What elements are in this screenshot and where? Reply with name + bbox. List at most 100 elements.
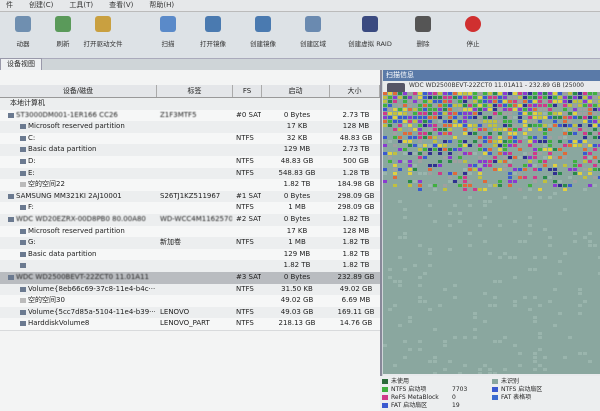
cell: 548.83 GB: [278, 168, 316, 177]
sector-cell: [583, 128, 587, 131]
sector-cell: [418, 340, 422, 343]
sector-cell: [493, 160, 497, 163]
sector-cell: [453, 180, 457, 183]
sector-cell: [473, 328, 477, 331]
button-label: 动器: [16, 40, 30, 48]
sector-cell: [458, 152, 462, 155]
sector-cell: [398, 284, 402, 287]
sector-cell: [448, 116, 452, 119]
table-row[interactable]: C: NTFS 32 KB 48.83 GB: [0, 132, 380, 146]
menu-item[interactable]: 查看(V): [109, 1, 134, 9]
toolbar-button[interactable]: 打开镜像: [190, 16, 236, 48]
sector-cell: [558, 112, 562, 115]
cell: 本地计算机: [10, 99, 45, 107]
sector-cell: [408, 168, 412, 171]
sector-cell: [588, 104, 592, 107]
sector-cell: [413, 164, 417, 167]
toolbar-button[interactable]: 打开驱动文件: [80, 16, 126, 48]
sector-cell: [573, 144, 577, 147]
sector-cell: [398, 160, 402, 163]
sector-cell: [493, 104, 497, 107]
toolbar-button[interactable]: 动器: [0, 16, 46, 48]
sector-cell: [488, 372, 492, 374]
sector-cell: [428, 204, 432, 207]
sector-cell: [393, 168, 397, 171]
sector-cell: [543, 104, 547, 107]
toolbar-button[interactable]: 创建区域: [290, 16, 336, 48]
sector-cell: [443, 288, 447, 291]
sector-cell: [428, 164, 432, 167]
sector-cell: [448, 172, 452, 175]
sector-cell: [423, 116, 427, 119]
sector-cell: [588, 172, 592, 175]
sector-cell: [503, 336, 507, 339]
menu-item[interactable]: 创建(C): [29, 1, 54, 9]
table-row[interactable]: Volume{5cc7d85a-5104-11e4-b39··· LENOVO NT…: [0, 306, 380, 320]
sector-cell: [498, 104, 502, 107]
sector-cell: [438, 112, 442, 115]
toolbar-button[interactable]: 删除: [400, 16, 446, 48]
cell: 1.82 TB: [283, 180, 311, 189]
sector-cell: [473, 316, 477, 319]
sector-cell: [488, 140, 492, 143]
button-label: 创建虚拟 RAID: [348, 40, 392, 48]
table-row[interactable]: HarddiskVolume8 LENOVO_PART NTFS 218.13 GB 1…: [0, 318, 380, 331]
sector-cell: [568, 176, 572, 179]
sector-cell: [503, 112, 507, 115]
sector-cell: [563, 112, 567, 115]
cell: 6.69 MB: [341, 296, 371, 305]
toolbar-button[interactable]: 刷新: [40, 16, 86, 48]
sector-cell: [433, 116, 437, 119]
sector-cell: [588, 156, 592, 159]
sector-cell: [588, 96, 592, 99]
sector-cell: [508, 136, 512, 139]
table-row[interactable]: E: NTFS 548.83 GB 1.28 TB: [0, 167, 380, 181]
toolbar-button[interactable]: 创建镜像: [240, 16, 286, 48]
sector-cell: [543, 180, 547, 183]
sector-cell: [543, 140, 547, 143]
toolbar-button[interactable]: 创建虚拟 RAID: [340, 16, 400, 48]
sector-cell: [533, 176, 537, 179]
sector-cell: [508, 184, 512, 187]
sector-cell: [423, 108, 427, 111]
cell: E:: [28, 168, 35, 177]
tree-icon: [20, 159, 26, 164]
sector-cell: [588, 144, 592, 147]
cell: 0 Bytes: [283, 273, 311, 281]
sector-cell: [538, 364, 542, 367]
toolbar-button[interactable]: 停止: [450, 16, 496, 48]
sector-cell: [533, 152, 537, 155]
cell: NTFS: [236, 133, 254, 142]
cell: 49.03 GB: [280, 307, 314, 316]
sector-cell: [518, 188, 522, 191]
sector-cell: [393, 364, 397, 367]
sector-cell: [458, 160, 462, 163]
column-header: 设备/磁盘: [0, 85, 157, 97]
sector-cell: [533, 116, 537, 119]
sector-cell: [478, 128, 482, 131]
sector-cell: [418, 296, 422, 299]
sector-cell: [448, 156, 452, 159]
cell: 31.50 KB: [281, 284, 313, 293]
sector-cell: [493, 128, 497, 131]
sector-cell: [428, 184, 432, 187]
toolbar-button[interactable]: 扫描: [145, 16, 191, 48]
sector-cell: [473, 168, 477, 171]
legend: 未使用 未识别 NTFS 启动项 7703 NTFS 启动扇区 ReFS MetaBloc…: [380, 376, 600, 411]
sector-cell: [453, 296, 457, 299]
sector-cell: [563, 96, 567, 99]
menu-item[interactable]: 帮助(H): [149, 1, 175, 9]
sector-cell: [568, 168, 572, 171]
sector-cell: [543, 96, 547, 99]
sector-cell: [588, 100, 592, 103]
sector-cell: [403, 208, 407, 211]
sector-cell: [583, 168, 587, 171]
legend-count: 7703: [452, 386, 468, 393]
legend-count: 19: [452, 402, 460, 409]
sector-cell: [553, 184, 557, 187]
menu-item[interactable]: 工具(T): [69, 1, 94, 9]
sector-cell: [553, 120, 557, 123]
sector-cell: [523, 100, 527, 103]
tree-icon: [20, 228, 26, 234]
menu-item[interactable]: 件: [6, 1, 13, 9]
